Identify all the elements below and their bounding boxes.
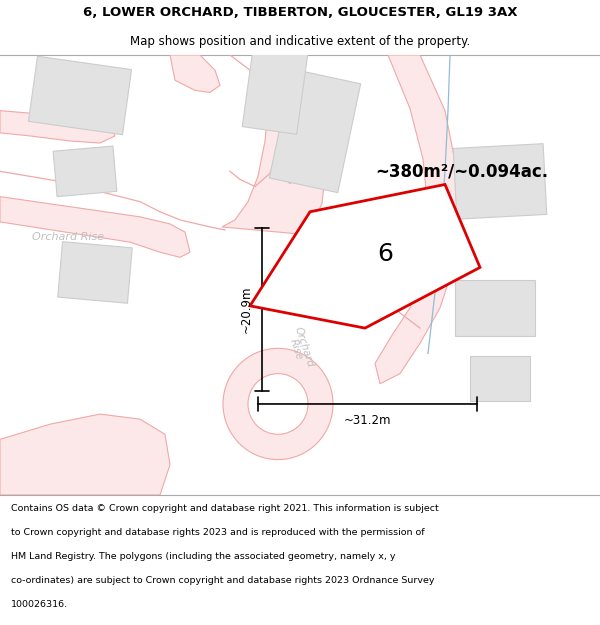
Polygon shape xyxy=(455,280,535,336)
Polygon shape xyxy=(242,46,308,134)
Text: co-ordinates) are subject to Crown copyright and database rights 2023 Ordnance S: co-ordinates) are subject to Crown copyr… xyxy=(11,576,434,585)
Text: Contains OS data © Crown copyright and database right 2021. This information is : Contains OS data © Crown copyright and d… xyxy=(11,504,439,513)
Text: HM Land Registry. The polygons (including the associated geometry, namely x, y: HM Land Registry. The polygons (includin… xyxy=(11,552,395,561)
Text: Orchard Rise: Orchard Rise xyxy=(32,232,104,242)
Polygon shape xyxy=(0,111,115,143)
Text: to Crown copyright and database rights 2023 and is reproduced with the permissio: to Crown copyright and database rights 2… xyxy=(11,528,424,537)
Text: Map shows position and indicative extent of the property.: Map shows position and indicative extent… xyxy=(130,35,470,48)
Text: 100026316.: 100026316. xyxy=(11,600,68,609)
Text: Orchard
Rise: Orchard Rise xyxy=(284,326,316,371)
Polygon shape xyxy=(0,414,170,495)
Polygon shape xyxy=(453,144,547,219)
Text: 6: 6 xyxy=(377,242,393,266)
Circle shape xyxy=(248,374,308,434)
Polygon shape xyxy=(222,55,325,234)
Polygon shape xyxy=(470,356,530,401)
Polygon shape xyxy=(28,56,131,135)
Circle shape xyxy=(223,348,333,459)
Polygon shape xyxy=(250,184,480,328)
Text: ~31.2m: ~31.2m xyxy=(344,414,391,427)
Polygon shape xyxy=(375,55,460,384)
Text: 6, LOWER ORCHARD, TIBBERTON, GLOUCESTER, GL19 3AX: 6, LOWER ORCHARD, TIBBERTON, GLOUCESTER,… xyxy=(83,6,517,19)
Text: ~380m²/~0.094ac.: ~380m²/~0.094ac. xyxy=(375,162,548,181)
Polygon shape xyxy=(58,242,132,303)
Polygon shape xyxy=(269,69,361,192)
Polygon shape xyxy=(170,55,220,92)
Text: ~20.9m: ~20.9m xyxy=(239,286,253,333)
Polygon shape xyxy=(0,197,190,258)
Polygon shape xyxy=(53,146,117,197)
